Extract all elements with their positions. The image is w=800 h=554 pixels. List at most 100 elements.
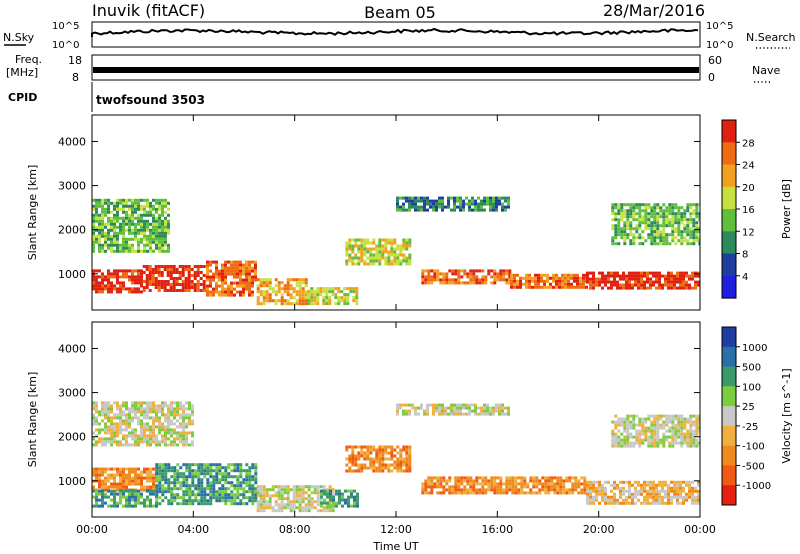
date-title: 28/Mar/2016: [603, 1, 705, 20]
nsky-tick-low: 10^0: [52, 40, 79, 51]
data-band: [256, 278, 308, 306]
nsky-label: N.Sky: [3, 31, 35, 44]
x-tick-label: 12:00: [380, 523, 412, 536]
colorbar-segment: [722, 366, 736, 387]
data-band: [611, 203, 700, 246]
colorbar-tick-label: 20: [742, 183, 755, 194]
colorbar-tick-label: 100: [742, 382, 761, 393]
freq-unit: [MHz]: [6, 66, 38, 79]
data-band: [345, 238, 412, 266]
colorbar-tick-label: 28: [742, 138, 755, 149]
station-title: Inuvik (fitACF): [92, 1, 205, 20]
freq-trace: [93, 67, 699, 73]
colorbar-tick-label: -1000: [742, 481, 771, 492]
data-band: [142, 265, 209, 292]
colorbar-title: Velocity [m s^-1]: [780, 368, 793, 463]
colorbar-segment: [722, 275, 736, 299]
colorbar-segment: [722, 120, 736, 143]
data-band: [92, 467, 158, 492]
colorbar-tick-label: 25: [742, 402, 755, 413]
y-tick-label: 2000: [58, 224, 86, 237]
y-tick-label: 1000: [58, 268, 86, 281]
colorbar-segment: [722, 346, 736, 368]
y-tick-label: 3000: [58, 387, 86, 400]
freq-tick-high: 18: [68, 54, 82, 67]
y-axis-title: Slant Range [km]: [26, 372, 39, 468]
data-band: [307, 287, 359, 306]
power-panel: 1000 2000 3000 4000 Slant Range [km] 28 24 20 16…: [26, 114, 793, 311]
nsky-panel: [91, 21, 701, 48]
colorbar-segment: [722, 231, 736, 255]
colorbar-tick-label: -500: [742, 461, 765, 472]
freq-panel: [91, 54, 701, 81]
colorbar-tick-label: 12: [742, 227, 755, 238]
data-band: [320, 489, 359, 508]
colorbar-tick-label: 8: [742, 250, 748, 261]
x-tick-label: 00:00: [684, 523, 716, 536]
colorbar-segment: [722, 485, 736, 506]
x-tick-label: 04:00: [177, 523, 209, 536]
freq-label: Freq.: [15, 53, 42, 66]
colorbar-tick-label: 24: [742, 161, 755, 172]
colorbar-tick-label: 4: [742, 272, 748, 283]
x-tick-label: 16:00: [481, 523, 513, 536]
x-tick-label: 00:00: [76, 523, 108, 536]
colorbar-title: Power [dB]: [780, 179, 793, 239]
colorbar-segment: [722, 164, 736, 188]
data-band: [92, 198, 170, 253]
data-band: [92, 401, 194, 447]
colorbar-segment: [722, 253, 736, 277]
data-band: [92, 489, 158, 508]
nave-tick-high: 60: [708, 54, 722, 67]
data-band: [396, 403, 510, 416]
beam-title: Beam 05: [364, 3, 436, 22]
y-tick-label: 3000: [58, 180, 86, 193]
colorbar-segment: [722, 425, 736, 447]
y-tick-label: 4000: [58, 135, 86, 148]
colorbar-segment: [722, 142, 736, 166]
cpid-value: twofsound 3503: [96, 93, 205, 107]
nave-label: Nave: [752, 64, 780, 77]
y-tick-label: 4000: [58, 342, 86, 355]
y-axis-title: Slant Range [km]: [26, 165, 39, 261]
colorbar-segment: [722, 386, 736, 407]
nsearch-tick-high: 10^5: [706, 21, 733, 32]
colorbar-tick-label: 16: [742, 205, 755, 216]
data-band: [396, 196, 510, 212]
nsky-tick-high: 10^5: [52, 21, 79, 32]
data-band: [155, 463, 258, 506]
data-band: [92, 269, 143, 294]
y-tick-label: 1000: [58, 475, 86, 488]
cpid-label: CPID: [8, 91, 37, 104]
nsearch-tick-low: 10^0: [706, 40, 733, 51]
colorbar-frame: [721, 326, 737, 506]
colorbar-segment: [722, 445, 736, 466]
colorbar-segment: [722, 327, 736, 348]
data-band: [206, 260, 257, 297]
velocity-panel: 1000 2000 3000 4000 00:00 04:00 08:00 12:00 16:0…: [26, 321, 793, 536]
x-tick-label: 08:00: [279, 523, 311, 536]
data-band: [611, 414, 700, 448]
y-tick-label: 2000: [58, 431, 86, 444]
colorbar-tick-label: 1000: [742, 343, 767, 354]
colorbar-segment: [722, 186, 736, 210]
nave-tick-low: 0: [708, 71, 715, 84]
data-band: [421, 476, 587, 495]
freq-tick-low: 8: [72, 71, 79, 84]
x-tick-label: 20:00: [583, 523, 615, 536]
data-band: [586, 271, 700, 290]
colorbar-tick-label: 500: [742, 363, 761, 374]
colorbar-segment: [722, 209, 736, 232]
colorbar-segment: [722, 465, 736, 486]
nsky-trace: [91, 27, 699, 37]
data-band: [345, 445, 412, 473]
nsearch-label: N.Search: [746, 31, 796, 44]
colorbar-segment: [722, 406, 736, 427]
colorbar-tick-label: -25: [742, 422, 758, 433]
colorbar-tick-label: -100: [742, 442, 765, 453]
data-band: [510, 273, 588, 289]
data-band: [586, 480, 700, 505]
data-band: [421, 269, 512, 285]
time-axis-title: Time UT: [372, 540, 418, 553]
